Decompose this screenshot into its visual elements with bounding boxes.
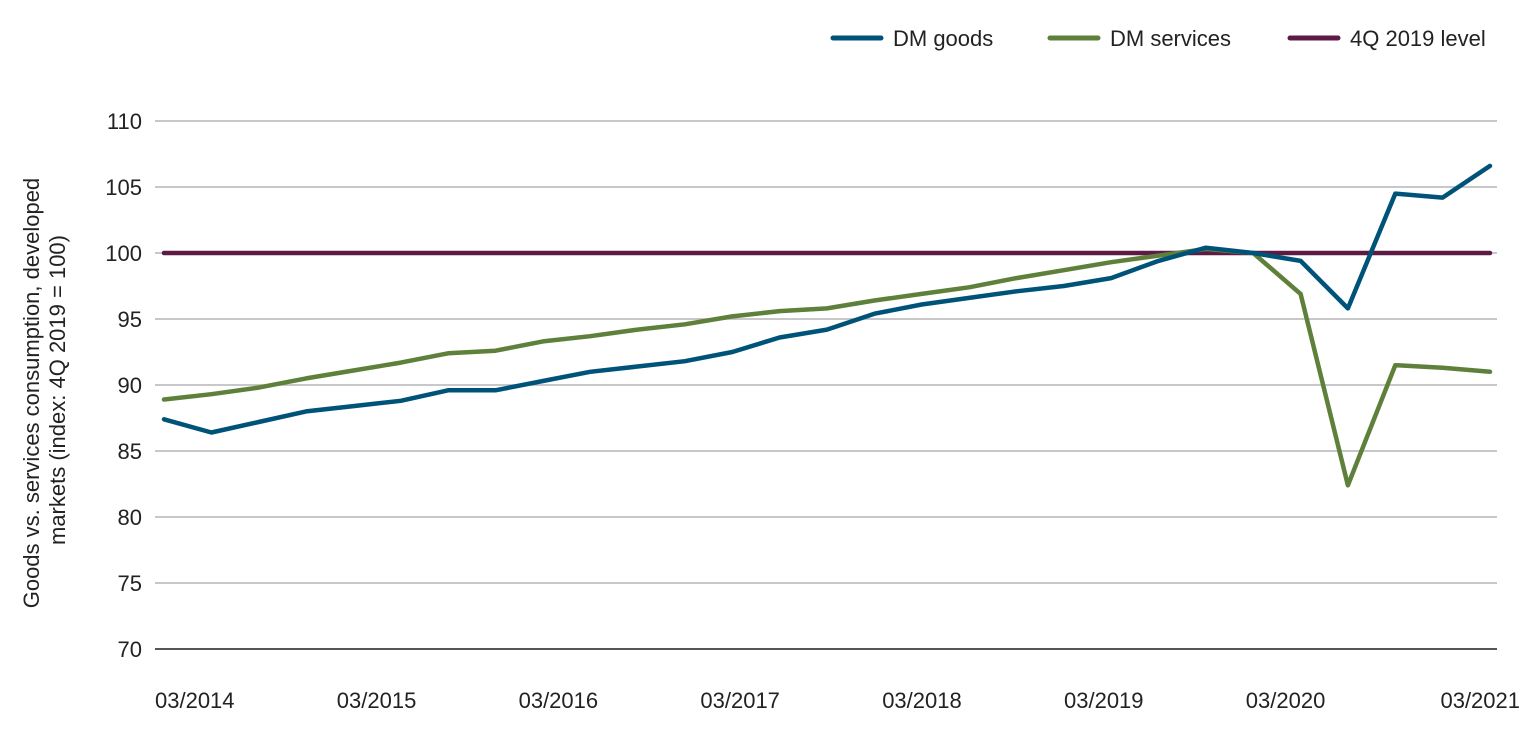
y-axis-title-line-2: markets (index: 4Q 2019 = 100) xyxy=(45,235,70,545)
y-tick-label: 110 xyxy=(107,109,142,134)
x-axis-ticks: 03/2014 03/2015 03/2016 03/2017 03/2018 03/20… xyxy=(155,688,1520,713)
legend-label: DM goods xyxy=(893,26,993,51)
y-tick-label: 85 xyxy=(118,439,142,464)
y-tick-label: 75 xyxy=(118,571,142,596)
y-axis-title-line-1: Goods vs. services consumption, develope… xyxy=(19,178,44,608)
y-axis-title: Goods vs. services consumption, develope… xyxy=(19,172,70,609)
x-tick-label: 03/2016 xyxy=(519,688,599,713)
y-tick-label: 80 xyxy=(118,505,142,530)
x-tick-label: 03/2017 xyxy=(700,688,780,713)
series-line-dm-goods xyxy=(161,163,1493,435)
x-tick-label: 03/2019 xyxy=(1064,688,1144,713)
legend: DM goods DM services 4Q 2019 level xyxy=(830,26,1486,51)
x-tick-label: 03/2021 xyxy=(1440,688,1520,713)
series-lines xyxy=(161,163,1493,488)
y-axis-ticks: 70 75 80 85 90 95 100 105 110 xyxy=(105,109,142,662)
series-line-dm-services xyxy=(161,246,1493,488)
x-tick-label: 03/2020 xyxy=(1246,688,1326,713)
x-tick-label: 03/2018 xyxy=(882,688,962,713)
y-tick-label: 100 xyxy=(105,241,142,266)
x-tick-label: 03/2015 xyxy=(337,688,417,713)
y-tick-label: 105 xyxy=(105,175,142,200)
legend-label: DM services xyxy=(1110,26,1231,51)
legend-label: 4Q 2019 level xyxy=(1350,26,1486,51)
gridlines xyxy=(155,120,1497,650)
y-tick-label: 70 xyxy=(118,637,142,662)
x-tick-label: 03/2014 xyxy=(155,688,235,713)
y-tick-label: 95 xyxy=(118,307,142,332)
y-tick-label: 90 xyxy=(118,373,142,398)
